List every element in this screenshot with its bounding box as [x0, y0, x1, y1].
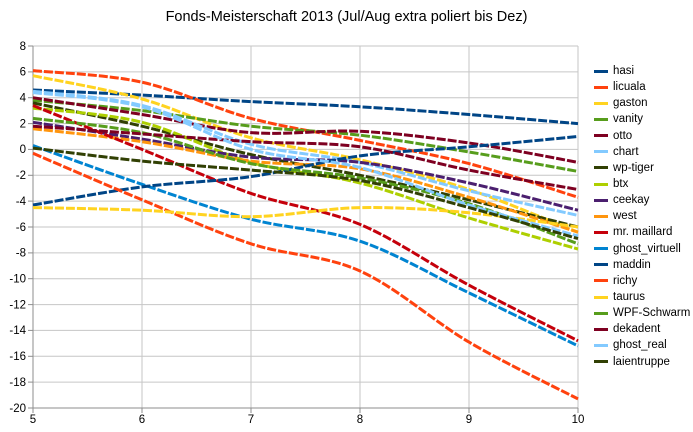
legend-item: wp-tiger	[594, 160, 690, 176]
legend-swatch-icon	[594, 85, 608, 89]
series-line-dekadent	[32, 124, 579, 191]
series-line-west	[32, 127, 579, 234]
y-axis-tick-label: -20	[9, 403, 26, 415]
legend-swatch-icon	[594, 230, 608, 234]
series-line-taurus	[32, 206, 579, 229]
legend-swatch-icon	[594, 343, 608, 347]
series-line-ghost-virtuell	[32, 144, 579, 348]
legend-label: chart	[613, 145, 639, 158]
legend-swatch-icon	[594, 247, 608, 251]
legend-swatch-icon	[594, 101, 608, 105]
legend-item: vanity	[594, 111, 690, 127]
legend-item: richy	[594, 273, 690, 289]
legend-item: licuala	[594, 79, 690, 95]
legend-swatch-icon	[594, 198, 608, 202]
y-axis-tick-label: 6	[20, 67, 26, 79]
y-axis-tick-label: -16	[9, 351, 26, 363]
legend-swatch-icon	[594, 279, 608, 283]
legend-label: taurus	[613, 291, 645, 304]
y-axis-tick-label: -12	[9, 299, 26, 311]
y-axis-tick-label: -18	[9, 377, 26, 389]
legend-label: vanity	[613, 113, 644, 126]
y-axis-tick-label: -4	[16, 196, 27, 208]
series-line-chart	[32, 89, 579, 217]
x-axis-tick-label: 7	[248, 414, 254, 426]
legend-item: ceekay	[594, 192, 690, 208]
legend-item: gaston	[594, 95, 690, 111]
legend-label: maddin	[613, 258, 651, 271]
legend-item: laientruppe	[594, 354, 690, 370]
y-axis-tick-label: 2	[20, 118, 26, 130]
legend-swatch-icon	[594, 214, 608, 218]
legend-item: maddin	[594, 257, 690, 273]
y-axis-tick-label: -2	[16, 170, 26, 182]
legend-swatch-icon	[594, 327, 608, 331]
chart-title: Fonds-Meisterschaft 2013 (Jul/Aug extra …	[165, 9, 528, 25]
y-axis-tick-label: -14	[9, 325, 26, 337]
series-line-gaston	[32, 74, 579, 234]
legend-label: otto	[613, 129, 633, 142]
x-axis-tick-label: 5	[30, 414, 36, 426]
x-axis-tick-label: 6	[139, 414, 145, 426]
x-axis-tick-label: 10	[572, 414, 585, 426]
legend-item: WPF-Schwarm	[594, 305, 690, 321]
legend-label: WPF-Schwarm	[613, 307, 691, 320]
y-axis-tick-label: 4	[20, 93, 27, 105]
series-line-vanity	[32, 98, 579, 173]
y-axis-tick-label: 8	[20, 41, 26, 53]
legend-label: gaston	[613, 97, 648, 110]
legend-label: ghost_virtuell	[613, 242, 681, 255]
y-axis-tick-label: -8	[16, 248, 26, 260]
x-axis-tick-label: 9	[466, 414, 472, 426]
legend-item: dekadent	[594, 321, 690, 337]
legend-swatch-icon	[594, 117, 608, 121]
legend-item: mr. maillard	[594, 224, 690, 240]
legend-swatch-icon	[594, 166, 608, 170]
legend-item: btx	[594, 176, 690, 192]
x-axis-tick-label: 8	[357, 414, 363, 426]
legend-swatch-icon	[594, 263, 608, 267]
legend-item: hasi	[594, 63, 690, 79]
legend-label: licuala	[613, 81, 646, 94]
y-axis-tick-label: 0	[20, 144, 26, 156]
legend-item: taurus	[594, 289, 690, 305]
legend-label: btx	[613, 178, 629, 191]
legend-label: hasi	[613, 65, 635, 78]
legend-swatch-icon	[594, 182, 608, 186]
series-lines	[32, 69, 579, 401]
legend-item: chart	[594, 144, 690, 160]
legend-swatch-icon	[594, 150, 608, 154]
y-axis-tick-label: -10	[9, 274, 26, 286]
series-line-richy	[32, 151, 579, 401]
y-axis-tick-label: -6	[16, 222, 26, 234]
legend-label: wp-tiger	[613, 161, 654, 174]
series-line-hasi	[32, 88, 579, 126]
series-line-btx	[32, 106, 579, 251]
legend-label: mr. maillard	[613, 226, 673, 239]
legend: hasi licuala gaston vanity otto chart wp-tiger…	[594, 63, 690, 370]
legend-label: west	[613, 210, 637, 223]
legend-swatch-icon	[594, 360, 608, 364]
legend-item: otto	[594, 128, 690, 144]
legend-label: ghost_real	[613, 339, 667, 352]
legend-swatch-icon	[594, 311, 608, 315]
series-line-laientruppe	[32, 146, 579, 241]
legend-swatch-icon	[594, 69, 608, 73]
series-line-licuala	[32, 69, 579, 199]
legend-swatch-icon	[594, 295, 608, 299]
legend-item: ghost_real	[594, 337, 690, 353]
series-line-ghost-real	[32, 91, 579, 238]
legend-label: ceekay	[613, 194, 650, 207]
legend-label: richy	[613, 274, 638, 287]
legend-label: laientruppe	[613, 355, 670, 368]
legend-label: dekadent	[613, 323, 661, 336]
series-line-maddin	[32, 135, 579, 207]
legend-swatch-icon	[594, 134, 608, 138]
legend-item: west	[594, 208, 690, 224]
legend-item: ghost_virtuell	[594, 241, 690, 257]
